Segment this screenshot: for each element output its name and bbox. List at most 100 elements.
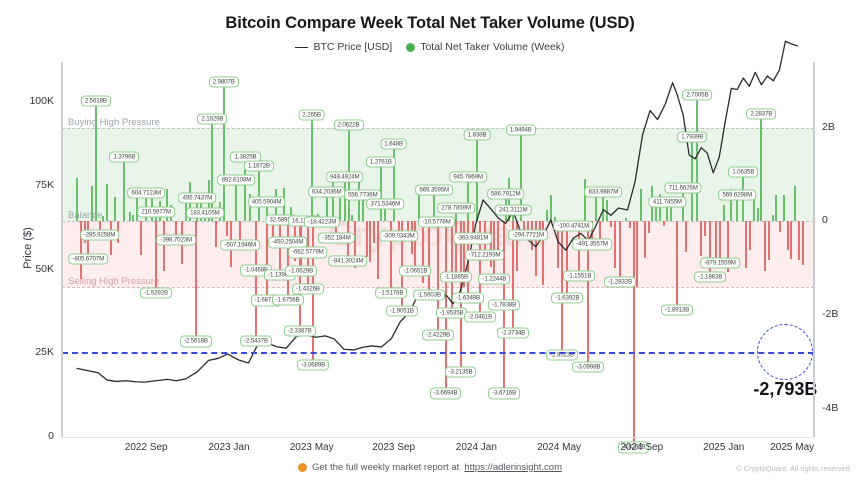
copyright-text: © CryptoQuant. All rights reserved [736,464,850,473]
volume-bar-positive [91,185,94,222]
value-label-negative: -1.7838B [488,299,521,311]
y-axis-left-tick: 25K [35,346,54,359]
axis-line-bottom [62,437,814,438]
legend-item-net-taker-volume[interactable]: Total Net Taker Volume (Week) [406,41,565,53]
value-label-negative: -841.3024M [327,255,368,267]
value-label-negative: -2.4229B [422,329,454,341]
value-label-negative: -1.8913B [661,304,694,316]
value-label-positive: 1.1872B [244,160,275,172]
volume-bar-positive [655,202,658,222]
volume-bar-negative [279,221,282,275]
value-label-positive: 2.265B [298,109,326,121]
value-label-positive: 1.838B [463,129,491,141]
volume-bar-negative [87,221,90,260]
value-label-positive: 604.7123M [127,187,166,199]
value-label-positive: 633.9887M [584,186,623,198]
volume-bar-negative [271,221,274,246]
volume-bar-negative [618,221,621,282]
value-label-positive: 2.1829B [197,113,228,125]
value-label-positive: 892.6108M [217,173,256,186]
volume-bar-positive [625,218,627,222]
footer-note-text: Get the full weekly market report at [312,462,460,473]
value-label-positive: 495.7437M [178,192,217,204]
volume-bar-positive [606,200,609,222]
reference-dashed-line [62,352,814,355]
volume-bar-negative [354,221,357,268]
volume-bar-negative [365,221,368,257]
zone-label-buying: Buying High Pressure [68,116,160,128]
volume-bar-negative [767,221,770,260]
value-label-negative: -1.5603B [413,288,445,301]
value-label-negative: -1.0651B [399,265,432,277]
axis-line-left [61,62,63,437]
value-label-negative: -3.2135B [444,366,477,378]
volume-bar-positive [602,191,605,222]
value-label-positive: 1.0635B [728,165,759,178]
y-axis-right-tick: -2B [822,308,839,321]
value-label-negative: -879.1559M [700,257,740,269]
value-label-negative: -10.5778M [418,216,455,228]
volume-bar-negative [527,221,530,236]
volume-bar-positive [512,210,515,222]
volume-bar-positive [508,178,511,222]
volume-bar-negative [797,221,800,260]
value-label-positive: 1.2761B [365,155,396,168]
value-label-positive: 411.7455M [648,196,686,208]
volume-bar-negative [255,221,258,341]
volume-bar-positive [553,216,556,222]
volume-bar-positive [594,190,597,222]
dot-marker-icon [406,42,416,52]
volume-bar-positive [752,195,755,222]
x-axis-tick: 2023 May [289,442,334,453]
volume-bar-negative [489,221,492,268]
volume-bar-positive [331,178,334,222]
volume-bar-positive [546,210,549,222]
volume-bar-positive [756,207,759,222]
volume-bar-negative [700,221,703,257]
volume-bar-negative [662,221,665,227]
report-link[interactable]: https://adlerinsight.com [464,462,562,473]
volume-bar-positive [760,114,763,222]
value-label-positive: 1.9494B [505,124,536,136]
volume-bar-negative [542,221,545,286]
value-label-positive: 949.4924M [325,171,364,183]
value-label-negative: -18.4223M [304,216,341,228]
value-label-positive: 1.3796B [109,151,140,163]
value-label-negative: -2.8523B [546,349,579,361]
value-label-negative: -4.8237B [617,441,650,454]
value-label-negative: -450.2504M [267,236,308,249]
y-axis-left-tick: 0 [48,430,54,442]
volume-bar-positive [583,179,586,222]
volume-bar-negative [421,221,424,283]
value-label-negative: -662.5779M [288,246,328,258]
volume-bar-negative [427,221,430,295]
btc-price-line [62,62,814,437]
y-axis-left-tick: 100K [29,95,54,108]
footer-note: Get the full weekly market report at htt… [0,462,860,473]
volume-bar-positive [166,188,169,222]
volume-bar-negative [749,221,752,250]
volume-bar-negative [286,221,289,300]
volume-bar-negative [598,221,601,250]
value-label-positive: 210.5977M [137,205,175,218]
volume-bar-negative [523,221,526,230]
value-label-positive: 1.7939B [677,131,708,143]
value-label-negative: -2.0461B [464,311,497,323]
value-label-negative: -1.0629B [285,265,318,277]
volume-bar-positive [467,177,470,222]
axis-line-right [813,62,815,437]
volume-bar-negative [709,221,712,277]
volume-bar-negative [636,221,639,287]
y-axis-right-tick: 0 [822,214,828,227]
legend-item-btc-price[interactable]: BTC Price [USD] [295,41,392,53]
volume-bar-positive [433,189,436,222]
volume-bar-positive [102,215,105,222]
volume-bar-negative [726,221,729,272]
volume-bar-negative [335,221,338,238]
volume-bar-negative [647,221,650,233]
value-label-negative: -363.9481M [452,232,493,244]
volume-bar-negative [566,221,569,299]
volume-bar-positive [358,180,361,222]
value-label-positive: 371.5346M [366,198,405,210]
